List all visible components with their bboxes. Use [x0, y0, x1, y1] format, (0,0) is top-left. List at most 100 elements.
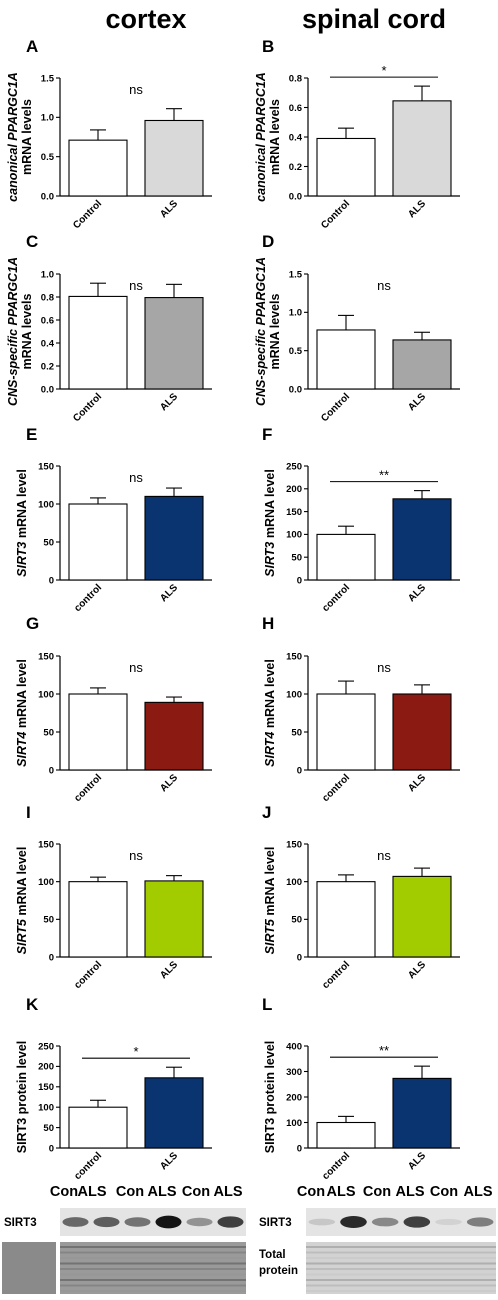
blot-spinal-cord-lane-label: Con: [363, 1184, 391, 1200]
panel-f: F 0 50 100 150 200 250 SIRT3 mRNA level control A…: [262, 425, 460, 614]
panel-g-ylabel: SIRT4 mRNA level: [15, 659, 29, 767]
panel-f-ylabel-gene: SIRT3: [263, 538, 277, 577]
panel-d-category-control: Control: [319, 391, 352, 424]
panel-h-ytick-label: 100: [286, 689, 302, 700]
panel-l-bar-control: [316, 1121, 376, 1149]
blot-cortex-sirt3-strip: [60, 1208, 246, 1236]
panel-j-ylabel-unit: mRNA level: [263, 847, 277, 916]
column-title-cortex: cortex: [105, 4, 186, 34]
panel-c-significance-label: ns: [129, 278, 143, 293]
panel-j-bar-control: [316, 881, 376, 958]
panel-f-bar-control: [316, 533, 376, 581]
blot-cortex-lane-label: ALS: [78, 1184, 107, 1200]
panel-g-ylabel-unit: mRNA level: [15, 659, 29, 728]
panel-g: G 0 50 100 150 SIRT4 mRNA level control ALS ns: [15, 614, 212, 804]
panel-d-ylabel-gene: CNS-specific PPARGC1A: [254, 257, 268, 406]
panel-l-ytick-label: 300: [286, 1067, 302, 1078]
panel-e-category-control: control: [72, 582, 104, 614]
panel-h-ylabel-unit: mRNA level: [263, 659, 277, 728]
panel-d-ytick-label: 0.5: [289, 346, 303, 357]
blot-spinal-cord-total-band: [306, 1268, 496, 1270]
blot-spinal-cord-band: [308, 1218, 336, 1226]
panel-c-ytick-label: 0.4: [41, 338, 55, 349]
blot-cortex-band: [155, 1215, 182, 1229]
panel-i-ytick-label: 100: [38, 877, 54, 888]
panel-f-ytick-label: 0: [297, 575, 302, 586]
blot-spinal-cord-total-band: [306, 1273, 496, 1276]
panel-j-ytick-label: 150: [286, 839, 302, 850]
panel-h-bar-als: [392, 693, 452, 771]
blot-spinal-cord-lane-label: ALS: [464, 1184, 493, 1200]
panel-k-ytick-label: 250: [38, 1041, 54, 1052]
panel-k-letter: K: [26, 995, 39, 1014]
panel-g-ytick-label: 50: [43, 727, 54, 738]
panel-b-ylabel-gene: canonical PPARGC1A: [254, 72, 268, 202]
panel-d-ytick-label: 1.5: [289, 269, 303, 280]
panel-h-ylabel-gene: SIRT4: [263, 728, 277, 767]
panel-e-ytick-label: 150: [38, 461, 54, 472]
panel-e: E 0 50 100 150 SIRT3 mRNA level control ALS ns: [15, 425, 212, 614]
panel-a-significance-label: ns: [129, 82, 143, 97]
blot-cortex-lane-label: Con: [50, 1184, 78, 1200]
blot-cortex-lane-label: ALS: [148, 1184, 177, 1200]
panel-b: B 0.0 0.2 0.4 0.6 0.8 canonical PPARGC1A mRNA l…: [254, 37, 460, 231]
blot-spinal-cord-total-band: [306, 1290, 496, 1292]
panel-c-category-control: Control: [71, 391, 104, 424]
panel-e-ylabel-unit: mRNA level: [15, 469, 29, 538]
panel-j-ytick-label: 100: [286, 877, 302, 888]
panel-k-ytick-label: 150: [38, 1082, 54, 1093]
panel-h: H 0 50 100 150 SIRT4 mRNA level control ALS ns: [262, 614, 460, 804]
blot-spinal-cord-total-band: [306, 1251, 496, 1254]
panel-c-bar-control: [68, 295, 128, 390]
panel-h-bar-control: [316, 693, 376, 771]
blot-spinal-cord-sirt3-strip: [306, 1208, 496, 1236]
blot-cortex-total-band: [60, 1262, 246, 1265]
panel-d: D 0.0 0.5 1.0 1.5 CNS-specific PPARGC1A mRNA l…: [254, 232, 460, 424]
blot-spinal-cord-lane-label: ALS: [327, 1184, 356, 1200]
blot-spinal-cord-total-band: [306, 1257, 496, 1259]
panel-b-category-control: Control: [319, 198, 352, 231]
panel-a-bar-als: [144, 119, 204, 197]
panel-l-ytick-label: 200: [286, 1092, 302, 1103]
blot-spinal-cord-lane-label: Con: [430, 1184, 458, 1200]
panel-g-category-als: ALS: [158, 772, 180, 794]
panel-l-significance-label: **: [379, 1043, 389, 1058]
panel-i-bar-als: [144, 880, 204, 958]
blot-cortex-total-band: [60, 1268, 246, 1270]
panel-l-letter: L: [262, 995, 272, 1014]
panel-b-ylabel: mRNA levels: [268, 99, 282, 175]
panel-g-ytick-label: 150: [38, 651, 54, 662]
blot-spinal-cord-total-band: [306, 1262, 496, 1265]
panel-l-bar-als: [392, 1077, 452, 1149]
panel-i-significance-label: ns: [129, 848, 143, 863]
panel-e-bar-control: [68, 503, 128, 581]
panel-e-bar-als: [144, 495, 204, 581]
panel-d-bar-als: [392, 339, 452, 390]
panel-h-ytick-label: 150: [286, 651, 302, 662]
panel-j-bar-als: [392, 875, 452, 958]
blot-cortex-protein-label: SIRT3: [4, 1217, 37, 1229]
blot-cortex-band: [217, 1216, 244, 1228]
blot-cortex-total-band: [60, 1290, 246, 1292]
panel-j: J 0 50 100 150 SIRT5 mRNA level control ALS ns: [262, 803, 460, 991]
blot-cortex-lane-label: ALS: [214, 1184, 243, 1200]
panel-k-bar-control: [68, 1106, 128, 1149]
blot-spinal-cord-total-band: [306, 1284, 496, 1287]
blot-spinal-cord-total-band: [306, 1279, 496, 1281]
blot-spinal-cord-total-band: [306, 1246, 496, 1248]
panel-g-significance-label: ns: [129, 660, 143, 675]
panel-c-ylabel-gene: CNS-specific PPARGC1A: [6, 257, 20, 406]
panel-f-ytick-label: 50: [291, 553, 302, 564]
panel-c-ytick-label: 0.8: [41, 292, 54, 303]
panel-h-category-als: ALS: [406, 772, 428, 794]
panel-e-ytick-label: 100: [38, 499, 54, 510]
panel-g-bar-control: [68, 693, 128, 771]
panel-g-ylabel-gene: SIRT4: [15, 728, 29, 767]
panel-j-significance-label: ns: [377, 848, 391, 863]
panel-k-significance-label: *: [133, 1044, 138, 1059]
panel-j-category-als: ALS: [406, 959, 428, 981]
panel-e-ylabel-gene: SIRT3: [15, 538, 29, 577]
panel-i: I 0 50 100 150 SIRT5 mRNA level control ALS ns: [15, 803, 212, 991]
blot-cortex-lane-label: Con: [116, 1184, 144, 1200]
